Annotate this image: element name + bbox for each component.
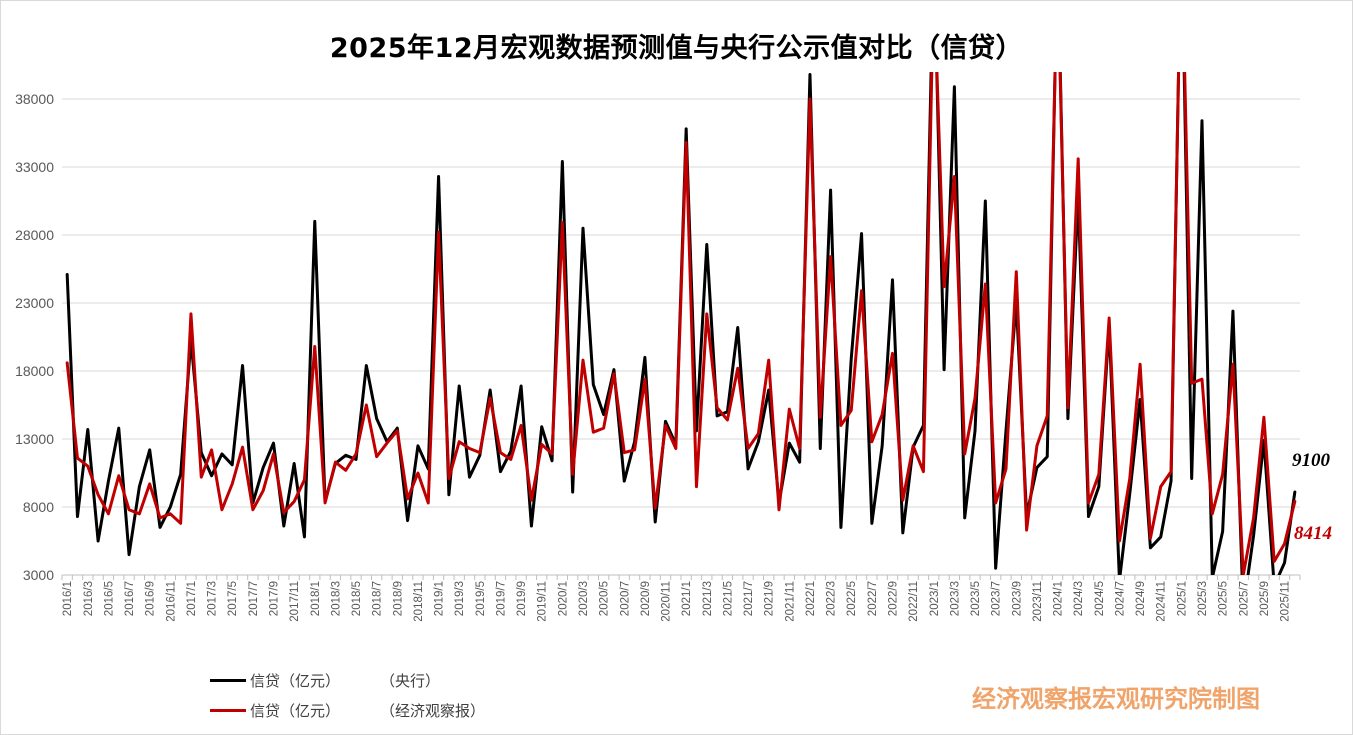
- x-tick-label: 2025/9: [1259, 581, 1271, 616]
- legend-label: 信贷（亿元）: [250, 672, 341, 690]
- x-tick-label: 2018/11: [413, 581, 425, 622]
- x-tick-label: 2020/11: [661, 581, 673, 622]
- x-tick-label: 2019/1: [434, 581, 446, 616]
- y-axis-tick-labels: 3000 8000 13000 18000 23000 28000 33000 38000: [15, 91, 54, 583]
- x-tick-label: 2023/1: [929, 581, 941, 616]
- x-tick-label: 2022/3: [826, 581, 838, 616]
- x-tick-label: 2017/7: [248, 581, 260, 616]
- x-tick-label: 2019/11: [537, 581, 549, 622]
- x-tick-label: 2019/7: [495, 581, 507, 616]
- legend-swatch-pboc: [210, 679, 246, 682]
- legend-source: （央行）: [380, 672, 441, 690]
- x-tick-label: 2024/9: [1135, 581, 1147, 616]
- x-tick-label: 2024/1: [1053, 581, 1065, 616]
- x-tick-label: 2020/7: [619, 581, 631, 616]
- y-tick-label: 23000: [15, 295, 54, 311]
- x-tick-label: 2020/5: [599, 581, 611, 616]
- y-tick-label: 3000: [23, 567, 54, 583]
- x-tick-label: 2024/11: [1156, 581, 1168, 622]
- x-tick-label: 2021/5: [722, 581, 734, 616]
- y-tick-label: 38000: [15, 91, 54, 107]
- y-tick-label: 8000: [23, 499, 54, 515]
- x-tick-label: 2020/3: [578, 581, 590, 616]
- x-tick-label: 2021/3: [702, 581, 714, 616]
- x-tick-label: 2022/11: [908, 581, 920, 622]
- x-tick-label: 2019/5: [475, 581, 487, 616]
- x-tick-label: 2018/5: [351, 581, 363, 616]
- x-tick-label: 2025/7: [1238, 581, 1250, 616]
- x-tick-label: 2017/9: [268, 581, 280, 616]
- x-tick-label: 2020/9: [640, 581, 652, 616]
- series-lines: [65, 72, 1297, 575]
- x-tick-label: 2016/11: [165, 581, 177, 622]
- x-tick-label: 2016/1: [62, 581, 74, 616]
- x-tick-label: 2019/3: [454, 581, 466, 616]
- end-value-label-pboc: 9100: [1292, 450, 1330, 471]
- y-tick-label: 33000: [15, 159, 54, 175]
- gridlines: [62, 98, 1300, 508]
- x-tick-label: 2021/7: [743, 581, 755, 616]
- x-tick-label: 2025/1: [1176, 581, 1188, 616]
- x-tick-label: 2017/5: [227, 581, 239, 616]
- x-tick-label: 2023/11: [1032, 581, 1044, 622]
- end-value-label-eeo: 8414: [1294, 523, 1332, 544]
- x-axis-tick-labels: 2016/1 2016/3 2016/5 2016/7 2016/9 2016/11 201…: [62, 581, 1291, 622]
- x-tick-label: 2017/11: [289, 581, 301, 622]
- y-tick-label: 18000: [15, 363, 54, 379]
- x-tick-label: 2024/7: [1114, 581, 1126, 616]
- x-tick-label: 2020/1: [557, 581, 569, 616]
- x-tick-label: 2017/3: [207, 581, 219, 616]
- x-tick-label: 2023/3: [949, 581, 961, 616]
- x-tick-label: 2021/1: [681, 581, 693, 616]
- x-tick-label: 2018/9: [392, 581, 404, 616]
- legend-label: 信贷（亿元）: [250, 702, 341, 720]
- x-tick-label: 2023/5: [970, 581, 982, 616]
- x-tick-label: 2022/9: [887, 581, 899, 616]
- x-tick-label: 2018/7: [372, 581, 384, 616]
- x-tick-label: 2022/5: [846, 581, 858, 616]
- x-tick-label: 2023/7: [991, 581, 1003, 616]
- x-tick-label: 2025/5: [1218, 581, 1230, 616]
- x-tick-label: 2021/11: [784, 581, 796, 622]
- x-tick-label: 2018/3: [330, 581, 342, 616]
- legend-swatch-eeo: [210, 709, 246, 712]
- x-tick-label: 2024/3: [1073, 581, 1085, 616]
- y-tick-label: 28000: [15, 227, 54, 243]
- x-tick-label: 2022/1: [805, 581, 817, 616]
- x-tick-label: 2019/9: [516, 581, 528, 616]
- x-tick-label: 2025/11: [1280, 581, 1292, 622]
- y-tick-label: 13000: [15, 431, 54, 447]
- series-line-eeo: [65, 72, 1297, 575]
- x-tick-label: 2022/7: [867, 581, 879, 616]
- legend-source: （经济观察报）: [380, 702, 486, 720]
- x-tick-label: 2016/5: [103, 581, 115, 616]
- x-tick-label: 2023/9: [1011, 581, 1023, 616]
- watermark: 经济观察报宏观研究院制图: [972, 684, 1260, 713]
- axes: [61, 574, 1301, 580]
- x-tick-label: 2016/9: [145, 581, 157, 616]
- chart-title: 2025年12月宏观数据预测值与央行公示值对比（信贷）: [329, 33, 1024, 64]
- x-tick-label: 2016/7: [124, 581, 136, 616]
- x-tick-label: 2018/1: [310, 581, 322, 616]
- x-tick-label: 2025/3: [1197, 581, 1209, 616]
- x-tick-label: 2017/1: [186, 581, 198, 616]
- plot-area: [65, 72, 1297, 575]
- x-tick-label: 2016/3: [83, 581, 95, 616]
- x-tick-label: 2021/9: [764, 581, 776, 616]
- x-tick-label: 2024/5: [1094, 581, 1106, 616]
